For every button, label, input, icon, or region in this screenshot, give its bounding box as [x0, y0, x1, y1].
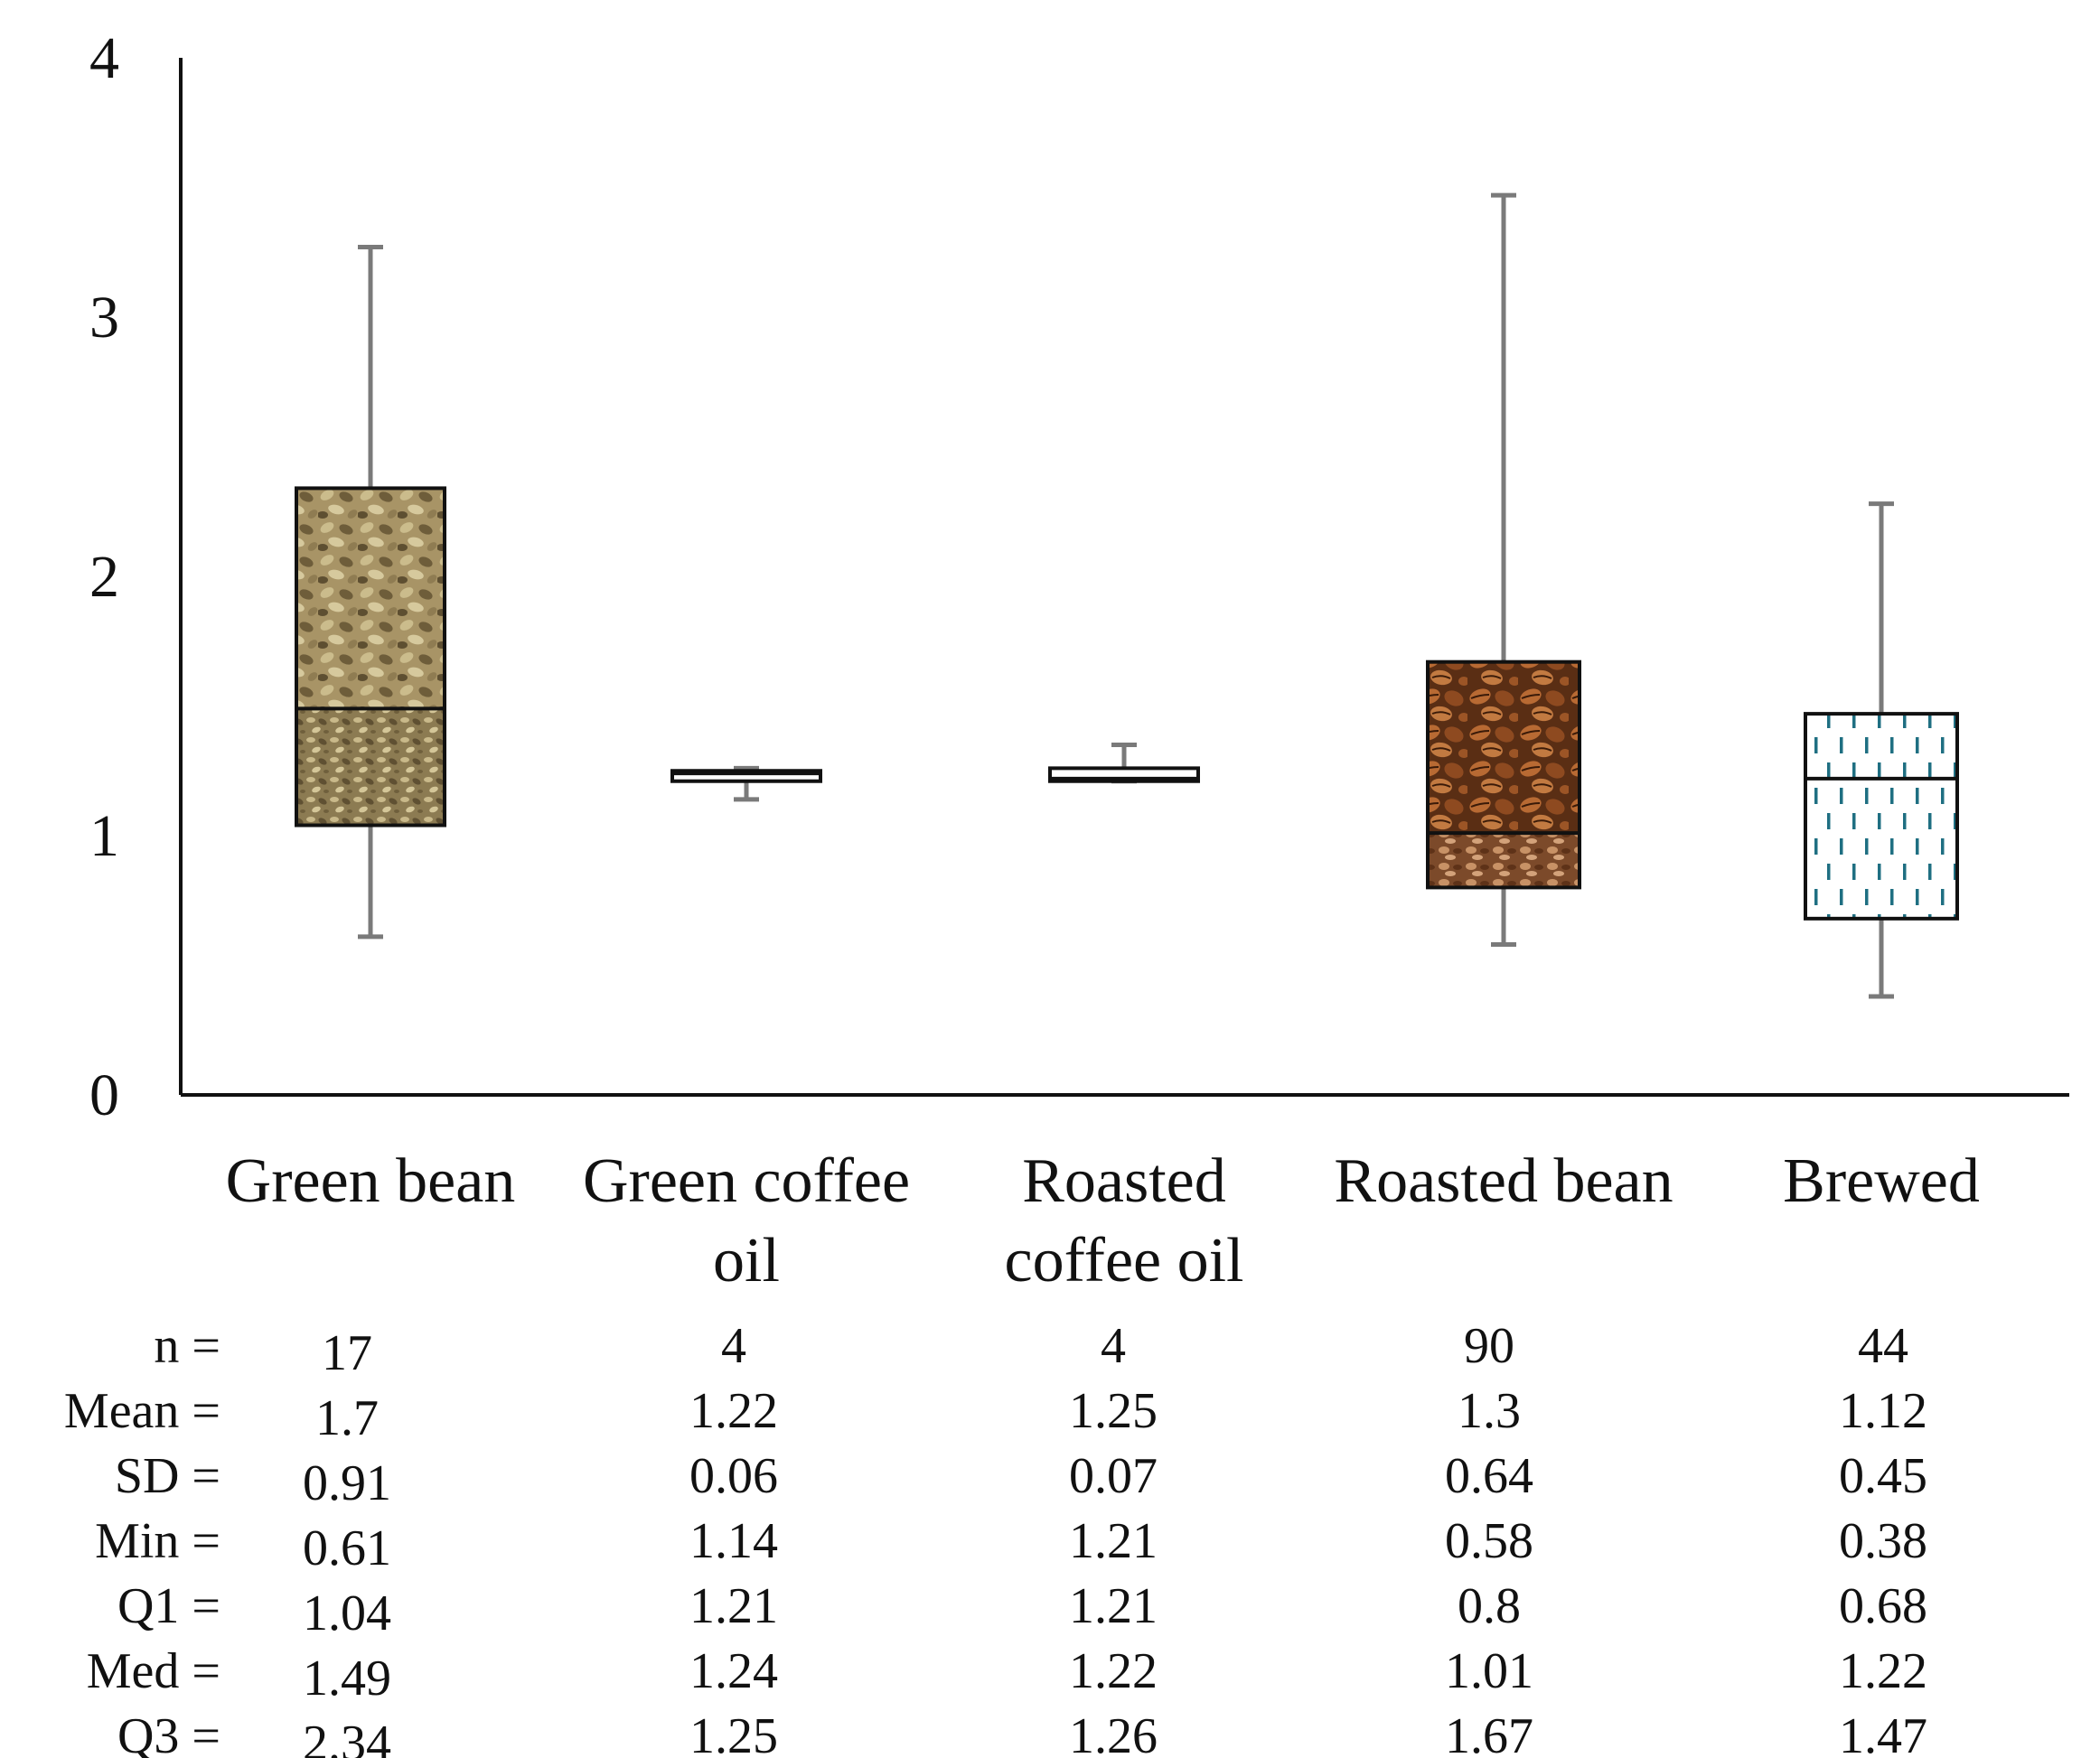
stat-cell: 4	[721, 1318, 746, 1374]
y-tick-label: 4	[89, 25, 119, 91]
box-upper-half	[1805, 714, 1957, 779]
stat-cell: 44	[1858, 1318, 1908, 1374]
box-lower-half	[296, 708, 445, 826]
category-label: Roasted	[1022, 1146, 1226, 1216]
stat-cell: 0.8	[1458, 1578, 1521, 1634]
stat-cell: 1.14	[689, 1513, 778, 1569]
box-lower-half	[672, 773, 820, 781]
box-upper-half	[296, 488, 445, 709]
stat-row-label: Q3 =	[117, 1708, 220, 1758]
stat-cell: 2.34	[303, 1716, 391, 1758]
stat-cell: 90	[1464, 1318, 1514, 1374]
category-label: Green bean	[226, 1146, 516, 1216]
axes	[179, 58, 2069, 1097]
stat-cell: 1.25	[1069, 1383, 1158, 1439]
stat-cell: 1.21	[689, 1578, 778, 1634]
stat-row-label: Med =	[87, 1643, 220, 1699]
stat-row-label: Min =	[95, 1513, 220, 1569]
stat-cell: 1.7	[315, 1390, 379, 1446]
stat-row-label: Mean =	[64, 1383, 220, 1439]
stat-cell: 1.3	[1458, 1383, 1521, 1439]
stat-row-label: Q1 =	[117, 1578, 220, 1634]
stat-cell: 0.45	[1839, 1448, 1927, 1504]
stat-row-label: n =	[154, 1318, 220, 1374]
box-group	[1426, 192, 1581, 948]
stat-cell: 1.47	[1839, 1708, 1927, 1758]
y-tick-label: 3	[89, 285, 119, 351]
stat-cell: 1.21	[1069, 1578, 1158, 1634]
stat-cell: 1.12	[1839, 1383, 1927, 1439]
stat-cell: 0.64	[1445, 1448, 1533, 1504]
stat-cell: 0.91	[303, 1455, 391, 1511]
stat-cell: 1.21	[1069, 1513, 1158, 1569]
stat-cell: 1.26	[1069, 1708, 1158, 1758]
stat-cell: 1.22	[689, 1383, 778, 1439]
box-upper-half	[1428, 661, 1580, 834]
box-group	[295, 245, 446, 940]
stat-cell: 0.61	[303, 1520, 391, 1576]
y-tick-label: 2	[89, 544, 119, 610]
category-labels: Green bean Green coffee oil Roasted coffee o…	[226, 1146, 1980, 1295]
category-label: Roasted bean	[1334, 1146, 1673, 1216]
category-label: coffee oil	[1005, 1226, 1244, 1295]
box-outline	[1048, 766, 1200, 783]
y-tick-label: 0	[89, 1062, 119, 1128]
stat-cell: 1.67	[1445, 1708, 1533, 1758]
stat-cell: 0.07	[1069, 1448, 1158, 1504]
stat-cell: 1.01	[1445, 1643, 1533, 1699]
stat-row-label: SD =	[115, 1448, 220, 1504]
boxes	[295, 192, 1959, 999]
stat-cell: 1.25	[689, 1708, 778, 1758]
y-tick-label: 1	[89, 803, 119, 869]
stat-cell: 17	[322, 1325, 372, 1381]
stat-cell: 1.22	[1839, 1643, 1927, 1699]
stat-cell: 1.22	[1069, 1643, 1158, 1699]
category-label: oil	[713, 1226, 780, 1295]
box-group	[1804, 501, 1959, 999]
box-outline	[1804, 712, 1959, 921]
stat-cell: 0.68	[1839, 1578, 1927, 1634]
category-label: Brewed	[1783, 1146, 1980, 1216]
box-outline	[295, 486, 446, 828]
y-tick-labels: 0 1 2 3 4	[89, 25, 119, 1128]
stat-cell: 1.04	[303, 1585, 391, 1641]
category-label: Green coffee	[583, 1146, 910, 1216]
box-lower-half	[1428, 833, 1580, 888]
box-outline	[670, 769, 822, 783]
box-group	[1048, 743, 1200, 784]
stat-cell: 0.06	[689, 1448, 778, 1504]
stat-cell: 1.49	[303, 1650, 391, 1707]
stat-cell: 0.38	[1839, 1513, 1927, 1569]
box-lower-half	[1805, 778, 1957, 919]
box-outline	[1426, 659, 1581, 890]
box-upper-half	[1050, 768, 1198, 779]
stat-cell: 0.58	[1445, 1513, 1533, 1569]
box-group	[670, 765, 822, 802]
stat-cell: 1.24	[689, 1643, 778, 1699]
stat-cell: 4	[1101, 1318, 1126, 1374]
